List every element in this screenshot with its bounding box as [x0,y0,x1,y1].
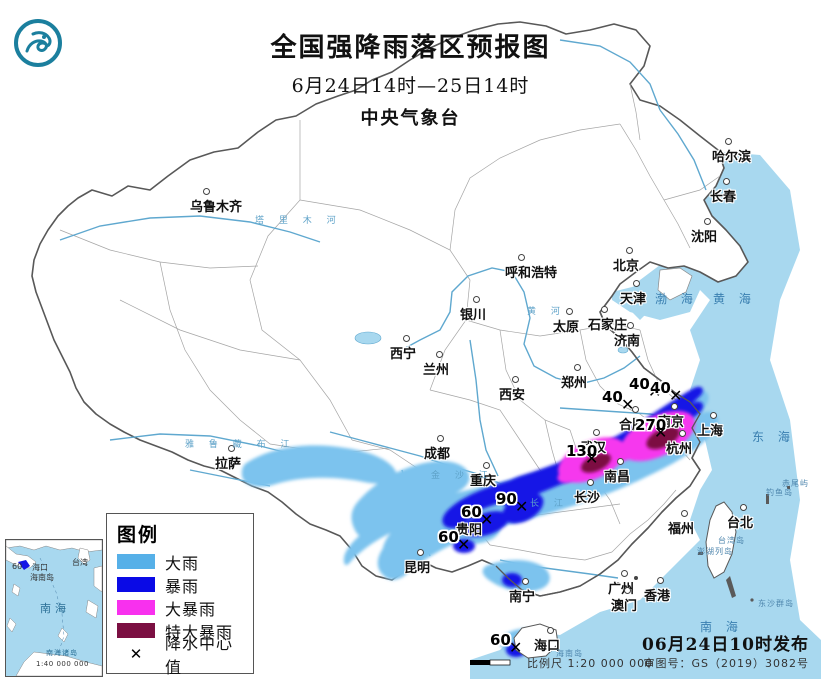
city-dot-哈尔滨 [725,138,732,145]
city-dot-重庆 [483,462,490,469]
city-dot-太原 [566,308,573,315]
legend-rows: 大雨暴雨大暴雨特大暴雨 ✕ 降水中心值 [117,550,245,677]
legend-label-3: 特大暴雨 [165,622,234,642]
city-dot-兰州 [436,351,443,358]
city-dot-海口 [547,627,554,634]
scale-bar [470,659,511,666]
approval-number: 审图号：GS（2019）3082号 [643,657,809,670]
sar-markers [616,576,638,586]
cma-dragon-logo [14,19,62,67]
legend-panel: 图例 大雨暴雨大暴雨特大暴雨 ✕ 降水中心值 [106,513,254,677]
city-dot-福州 [681,510,688,517]
south-china-sea-inset: 南海 南海诸岛 1:40 000 000 海口 海南岛 台湾 60 [5,539,103,677]
legend-item-0[interactable]: 大雨 [117,550,245,573]
city-dot-台北 [740,504,747,511]
china-coastline-overlay [495,295,701,597]
city-dot-石家庄 [601,306,608,313]
inset-map-svg [6,540,102,676]
city-dot-济南 [627,322,634,329]
legend-label-4: 降水中心值 [165,633,234,677]
legend-item-3[interactable]: 特大暴雨 [117,619,245,642]
precip-center-marker-icon: ✕ [129,644,143,663]
tarim-river [59,215,321,243]
city-dot-杭州 [679,430,686,437]
heilongjiang-river [559,39,661,111]
legend-item-2[interactable]: 大暴雨 [117,596,245,619]
legend-swatch-0 [117,554,155,569]
city-dot-银川 [473,296,480,303]
city-dot-呼和浩特 [518,254,525,261]
legend-swatch-2 [117,600,155,615]
scale-text: 比例尺 1:20 000 000 [527,657,654,670]
taiwan-island [705,501,737,579]
legend-item-1[interactable]: 暴雨 [117,573,245,596]
legend-label-0: 大雨 [165,553,200,573]
city-dot-上海 [710,412,717,419]
city-dot-昆明 [417,549,424,556]
yellow-river [397,267,641,385]
city-dot-广州 [621,570,628,577]
city-dot-西安 [512,376,519,383]
city-dot-合肥 [632,406,639,413]
legend-title: 图例 [117,524,160,546]
rain-band-extreme-rainstorm [581,426,680,473]
city-dot-成都 [437,435,444,442]
city-dot-天津 [633,280,640,287]
city-dot-郑州 [574,364,581,371]
city-dot-乌鲁木齐 [203,188,210,195]
liaodong-peninsula [657,267,693,301]
jinsha-river [469,339,499,477]
city-dot-南昌 [617,458,624,465]
city-dot-北京 [626,247,633,254]
city-dot-武汉 [593,429,600,436]
small-islets [698,486,790,602]
city-dot-香港 [657,577,664,584]
legend-swatch-1 [117,577,155,592]
city-dot-南京 [671,403,678,410]
city-dot-拉萨 [228,445,235,452]
city-dot-澳门 [624,587,631,594]
legend-label-1: 暴雨 [165,576,200,596]
legend-label-2: 大暴雨 [165,599,217,619]
city-dot-南宁 [522,578,529,585]
legend-swatch-3 [117,623,155,638]
city-dot-沈阳 [704,218,711,225]
issue-time: 06月24日10时发布 [642,635,809,655]
city-dot-长沙 [587,479,594,486]
city-dot-西宁 [403,335,410,342]
songhua-river [659,109,707,191]
city-dot-贵阳 [469,511,476,518]
city-dot-长春 [723,178,730,185]
legend-item-4[interactable]: ✕ 降水中心值 [117,634,245,677]
